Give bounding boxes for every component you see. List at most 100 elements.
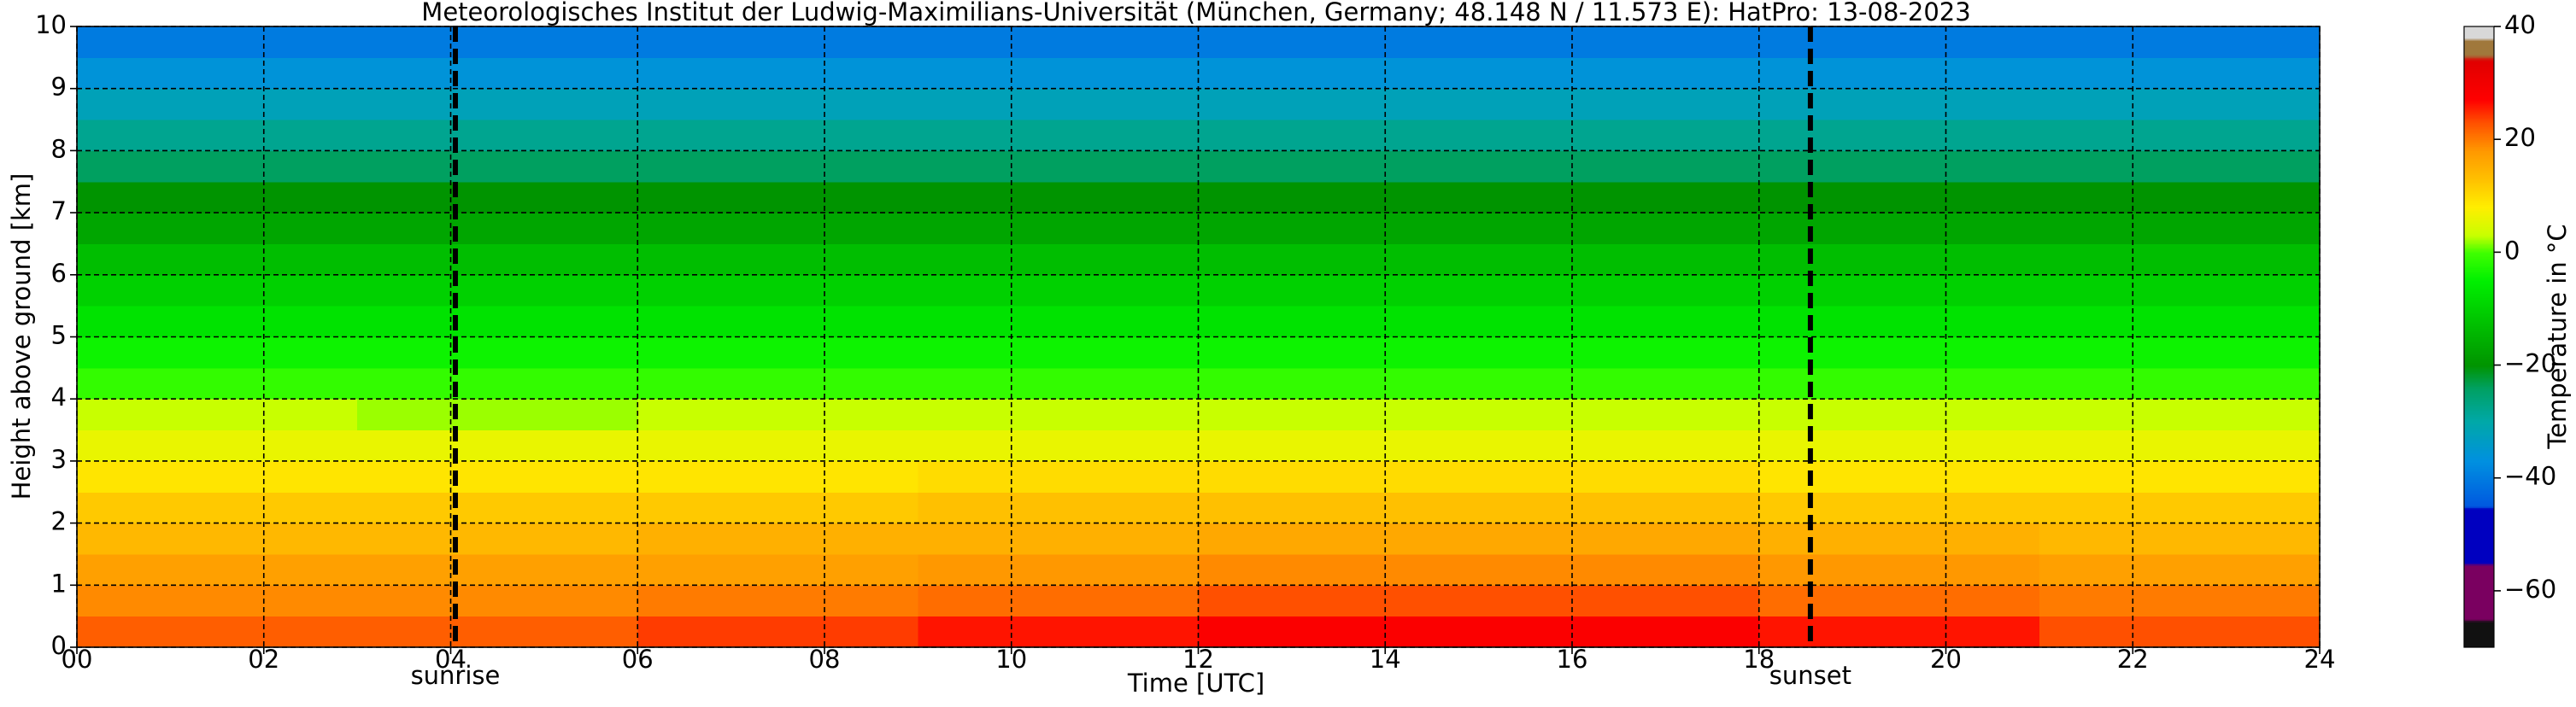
colorbar-segment	[2464, 311, 2494, 314]
colorbar-segment	[2464, 159, 2494, 161]
heatmap-cell	[2039, 553, 2321, 586]
x-tick-label: 24	[2304, 645, 2336, 674]
heatmap-cell	[77, 523, 358, 555]
colorbar-segment	[2464, 390, 2494, 393]
heatmap-cell	[1478, 399, 1760, 431]
heatmap-cell	[357, 120, 638, 151]
colorbar-segment	[2464, 599, 2494, 602]
colorbar-segment	[2464, 628, 2494, 631]
colorbar-segment	[2464, 635, 2494, 639]
heatmap-cell	[1478, 367, 1760, 400]
colorbar-segment	[2464, 614, 2494, 617]
y-tick-label: 1	[51, 569, 67, 598]
colorbar-segment	[2464, 26, 2494, 29]
colorbar-segment	[2464, 270, 2494, 273]
heatmap-cell	[1758, 213, 2040, 244]
heatmap-cell	[918, 460, 1199, 493]
colorbar-segment	[2464, 418, 2494, 421]
colorbar-segment	[2464, 335, 2494, 338]
colorbar-segment	[2464, 555, 2494, 558]
colorbar-segment	[2464, 572, 2494, 575]
colorbar-segment	[2464, 592, 2494, 594]
heatmap-cell	[77, 306, 358, 337]
colorbar-segment	[2464, 107, 2494, 109]
colorbar-segment	[2464, 475, 2494, 477]
colorbar-segment	[2464, 382, 2494, 384]
heatmap-cell	[637, 150, 918, 183]
colorbar-segment	[2464, 559, 2494, 562]
event-label: sunrise	[411, 661, 501, 690]
heatmap-cell	[1198, 492, 1480, 524]
colorbar-segment	[2464, 42, 2494, 44]
y-tick-label: 9	[51, 73, 67, 102]
colorbar-segment	[2464, 325, 2494, 328]
colorbar-segment	[2464, 208, 2494, 211]
colorbar-segment	[2464, 548, 2494, 551]
colorbar-segment	[2464, 535, 2494, 538]
colorbar-segment	[2464, 343, 2494, 347]
heatmap-cell	[1198, 523, 1480, 555]
colorbar-segment	[2464, 581, 2494, 585]
colorbar-segment	[2464, 289, 2494, 293]
colorbar-segment	[2464, 90, 2494, 92]
heatmap-cell	[357, 243, 638, 276]
colorbar-segment	[2464, 473, 2494, 476]
colorbar-segment	[2464, 187, 2494, 190]
heatmap-cell	[2039, 213, 2321, 244]
colorbar-segment	[2464, 641, 2494, 644]
colorbar-segment	[2464, 427, 2494, 429]
colorbar-segment	[2464, 237, 2494, 241]
colorbar-segment	[2464, 421, 2494, 424]
colorbar-segment	[2464, 616, 2494, 618]
y-tick-label: 5	[51, 321, 67, 350]
colorbar-segment	[2464, 523, 2494, 525]
colorbar-segment	[2464, 484, 2494, 488]
heatmap-cell	[2039, 585, 2321, 617]
colorbar-segment	[2464, 521, 2494, 524]
colorbar-segment	[2464, 581, 2494, 583]
colorbar-segment	[2464, 115, 2494, 118]
colorbar-segment	[2464, 269, 2494, 272]
colorbar-segment	[2464, 538, 2494, 541]
colorbar-segment	[2464, 235, 2494, 237]
colorbar-segment	[2464, 511, 2494, 514]
colorbar-segment	[2464, 315, 2494, 318]
colorbar-segment	[2464, 417, 2494, 419]
heatmap-cell	[637, 306, 918, 337]
colorbar-segment	[2464, 501, 2494, 505]
colorbar-segment	[2464, 308, 2494, 311]
x-tick-label: 20	[1930, 645, 1962, 674]
heatmap-cell	[1198, 243, 1480, 276]
heatmap-cell	[637, 181, 918, 213]
heatmap-cell	[1478, 336, 1760, 369]
colorbar-segment	[2464, 552, 2494, 555]
heatmap-cell	[1758, 336, 2040, 369]
x-tick-label: 16	[1557, 645, 1588, 674]
colorbar-segment	[2464, 611, 2494, 613]
heatmap-cell	[2039, 336, 2321, 369]
colorbar-segment	[2464, 225, 2494, 228]
colorbar-segment	[2464, 456, 2494, 459]
heatmap-cell	[918, 399, 1199, 431]
colorbar-tick-label: 0	[2504, 236, 2520, 265]
heatmap-cell	[77, 57, 358, 90]
colorbar-segment	[2464, 36, 2494, 38]
colorbar-segment	[2464, 464, 2494, 466]
colorbar-segment	[2464, 125, 2494, 127]
colorbar-segment	[2464, 566, 2494, 570]
colorbar-segment	[2464, 533, 2494, 535]
colorbar-segment	[2464, 542, 2494, 545]
colorbar-segment	[2464, 317, 2494, 319]
heatmap-cell	[2039, 150, 2321, 183]
colorbar-segment	[2464, 215, 2494, 218]
colorbar-segment	[2464, 196, 2494, 198]
colorbar-segment	[2464, 282, 2494, 284]
colorbar-segment	[2464, 116, 2494, 119]
colorbar-segment	[2464, 549, 2494, 552]
colorbar-segment	[2464, 481, 2494, 483]
chart-title: Meteorologisches Institut der Ludwig-Max…	[421, 0, 1970, 26]
heatmap-cell	[1758, 429, 2040, 462]
heatmap-cell	[637, 26, 918, 58]
heatmap-cell	[1478, 616, 1760, 648]
colorbar-segment	[2464, 365, 2494, 367]
